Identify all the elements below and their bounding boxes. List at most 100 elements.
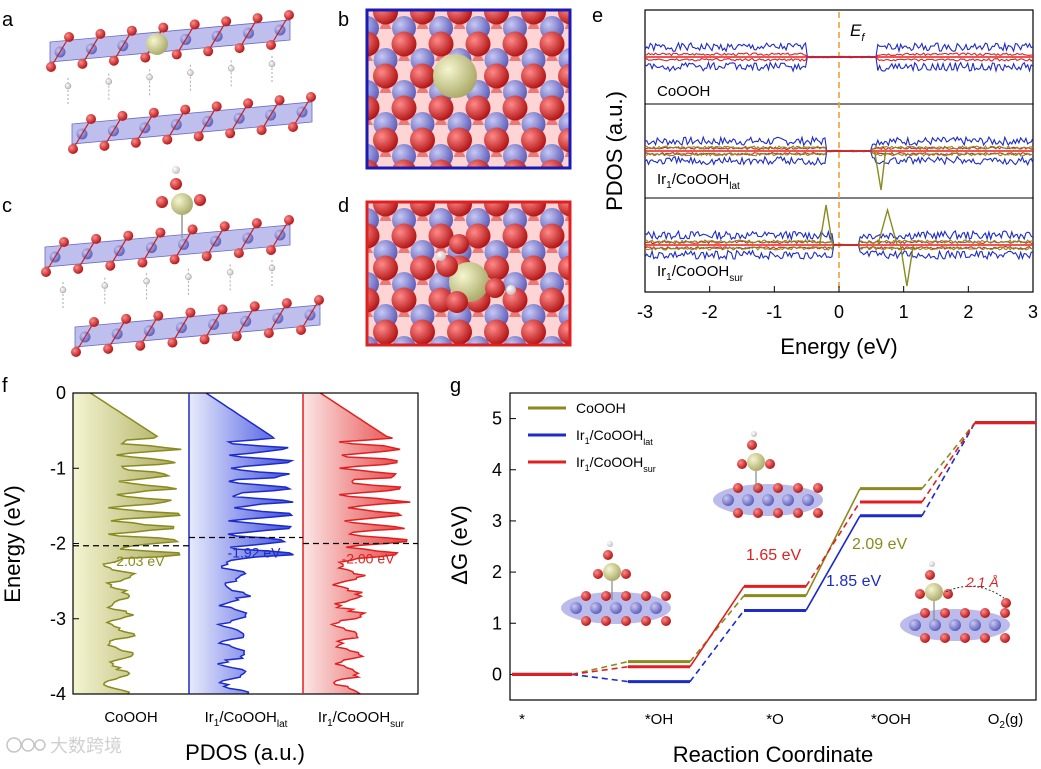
structure-a-side-view <box>46 10 316 154</box>
oxygen-atom <box>733 508 743 518</box>
oxygen-atom <box>484 10 509 25</box>
energy-connector <box>805 501 861 587</box>
oxygen-atom <box>68 144 78 154</box>
hydroxyl-atom <box>583 113 595 125</box>
cobalt-atom <box>570 602 582 614</box>
dband-curve <box>205 392 295 695</box>
panel-g-frame <box>509 392 1037 701</box>
oxygen-atom <box>737 459 747 469</box>
oxygen-atom <box>558 319 570 345</box>
oxygen-atom <box>447 10 472 25</box>
iridium-atom <box>171 193 193 215</box>
hydrogen-atom <box>172 166 180 174</box>
oxygen-atom <box>71 347 81 357</box>
oxygen-atom <box>502 223 528 249</box>
hydroxyl-atom <box>583 369 595 381</box>
cobalt-atom <box>577 144 601 168</box>
oxygen-atom <box>449 234 469 254</box>
oxygen-atom <box>428 31 454 57</box>
cobalt-atom <box>559 176 583 200</box>
cobalt-atom <box>367 336 379 345</box>
hydrogen-atom <box>227 65 235 72</box>
hydroxyl-atom <box>472 177 484 189</box>
watermark-icon <box>21 738 35 752</box>
pdos-peak-olive <box>818 204 834 246</box>
cobalt-atom <box>630 602 642 614</box>
oxygen-atom <box>219 221 230 232</box>
oxygen-atom <box>140 52 151 63</box>
oxygen-atom <box>428 95 454 121</box>
oxygen-atom <box>614 352 639 377</box>
cobalt-atom <box>522 176 546 200</box>
watermark: 大数跨境 <box>6 736 122 757</box>
cobalt-atom <box>485 368 509 392</box>
oxygen-atom <box>1000 633 1010 643</box>
panel-e-tick-label: 0 <box>834 302 844 322</box>
hydroxyl-atom <box>343 337 355 349</box>
oxygen-atom <box>392 159 416 168</box>
cobalt-atom <box>596 368 620 392</box>
oxygen-atom <box>367 223 380 249</box>
oxygen-atom <box>91 233 102 244</box>
energy-connector <box>921 422 976 490</box>
oxygen-atom <box>465 31 491 57</box>
cobalt-atom <box>577 208 601 232</box>
oxygen-atom <box>274 95 285 106</box>
oxygen-atom <box>601 591 611 601</box>
panel-e-row-label-coooh: CoOOH <box>657 83 710 100</box>
panel-e-row-label-sur: Ir1/CoOOHsur <box>657 263 744 284</box>
oxygen-atom <box>162 134 173 145</box>
oxygen-atom <box>410 202 435 217</box>
pdos-peak-olive <box>899 244 915 287</box>
cobalt-atom <box>989 619 1001 631</box>
cobalt-atom <box>448 0 472 8</box>
panel-f-col-label-lat: Ir1/CoOOHlat <box>205 709 288 730</box>
cobalt-atom <box>782 494 794 506</box>
oxygen-atom <box>233 248 244 259</box>
hydroxyl-atom <box>472 177 484 189</box>
oxygen-atom <box>484 127 509 153</box>
oxygen-atom <box>185 307 196 318</box>
oxygen-atom <box>288 122 298 132</box>
oxygen-atom <box>484 202 509 217</box>
hydroxyl-atom <box>435 177 447 189</box>
oxygen-atom <box>306 92 316 102</box>
oxygen-atom <box>410 319 435 345</box>
oxygen-atom <box>336 320 361 345</box>
hydrogen-atom <box>64 82 72 90</box>
panel-label-a: a <box>2 9 14 31</box>
oxygen-atom <box>73 263 84 274</box>
oxygen-atom <box>148 107 159 118</box>
oxygen-atom <box>252 13 263 24</box>
panel-f-tick-label: -4 <box>50 684 66 704</box>
hydroxyl-atom <box>398 177 410 189</box>
oxygen-atom <box>158 22 169 33</box>
cobalt-atom <box>650 602 662 614</box>
panel-label-f: f <box>2 375 8 397</box>
pdos-peak-olive <box>877 207 898 246</box>
oxygen-atom <box>621 569 631 579</box>
oxygen-atom <box>169 254 180 265</box>
oxygen-atom <box>266 245 276 255</box>
oxygen-atom <box>539 223 565 249</box>
oxygen-atom <box>577 224 602 249</box>
cobalt-atom <box>337 112 361 136</box>
oxygen-atom <box>410 127 435 153</box>
step-energy-label: 2.09 eV <box>852 536 907 553</box>
hydroxyl-atom <box>583 177 595 189</box>
oxygen-atom <box>577 352 602 377</box>
hydrogen-atom <box>751 431 757 437</box>
oxygen-atom <box>103 343 114 354</box>
iridium-atom <box>603 563 621 581</box>
cobalt-atom <box>742 494 754 506</box>
panel-e-tick-label: 1 <box>899 302 909 322</box>
pdos-peak-olive <box>873 150 887 191</box>
energy-connector <box>921 422 976 517</box>
oxygen-atom <box>284 215 294 225</box>
iridium-atom <box>433 54 477 98</box>
oxygen-atom <box>373 255 398 281</box>
oxygen-atom <box>521 10 546 25</box>
hydroxyl-atom <box>398 369 410 381</box>
oxygen-atom <box>595 320 620 345</box>
panel-g-tick-label: 4 <box>492 460 502 480</box>
